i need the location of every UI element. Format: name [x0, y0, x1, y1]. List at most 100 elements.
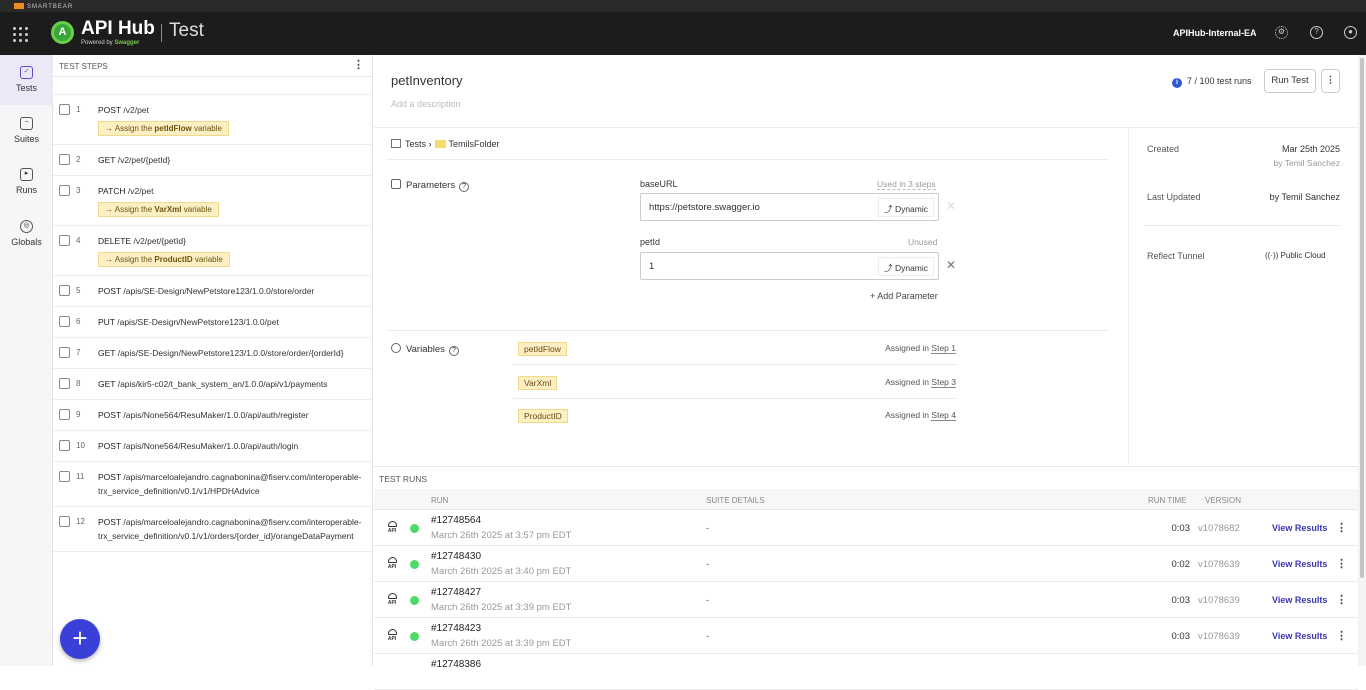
run-menu-kebab-icon[interactable]: ⋮: [1336, 558, 1347, 570]
variable-chip[interactable]: petIdFlow: [518, 342, 567, 356]
nav-suites[interactable]: ~ Suites: [13, 117, 39, 144]
view-results-link[interactable]: View Results: [1272, 631, 1328, 641]
run-id[interactable]: #12748427: [431, 587, 482, 598]
step-link[interactable]: Step 3: [931, 376, 956, 388]
add-parameter-button[interactable]: + Add Parameter: [870, 291, 938, 301]
run-version: v1078639: [1198, 631, 1240, 642]
breadcrumb-folder[interactable]: TemilsFolder: [448, 139, 500, 149]
powered-by: Powered by Swagger: [81, 40, 140, 46]
test-steps-panel: TEST STEPS ⋮ 1 POST /v2/pet → Assign the pe…: [53, 55, 373, 666]
view-results-link[interactable]: View Results: [1272, 559, 1328, 569]
test-step[interactable]: 1 POST /v2/pet → Assign the petIdFlow vari…: [53, 95, 372, 145]
settings-gear-icon[interactable]: ⚙: [1275, 26, 1288, 39]
test-step[interactable]: 2 GET /v2/pet/{petId}: [53, 145, 372, 176]
test-step[interactable]: 6 PUT /apis/SE-Design/NewPetstore123/1.0.…: [53, 307, 372, 338]
test-step[interactable]: 11 POST /apis/marceloalejandro.cagnabonin…: [53, 462, 372, 507]
run-time: 0:03: [1171, 523, 1191, 534]
help-icon[interactable]: ?: [1310, 26, 1323, 39]
brand-name[interactable]: API Hub: [81, 18, 155, 39]
nav-tests[interactable]: ✓ Tests: [0, 55, 53, 105]
org-switcher[interactable]: APIHub-Internal-EA: [1173, 28, 1257, 38]
petid-input[interactable]: 1 ⤴ Dynamic: [640, 252, 939, 280]
assign-variable-chip[interactable]: → Assign the ProductID variable: [98, 252, 230, 267]
step-checkbox[interactable]: [59, 378, 70, 389]
test-run-row[interactable]: API #12748564 March 26th 2025 at 3:57 pm …: [374, 510, 1358, 546]
run-id[interactable]: #12748423: [431, 623, 482, 634]
updated-by: by Temil Sanchez: [1269, 192, 1340, 202]
step-path: /v2/pet: [123, 105, 149, 115]
tests-icon: [391, 139, 401, 148]
dynamic-toggle[interactable]: ⤴ Dynamic: [878, 257, 934, 276]
tunnel-select[interactable]: ((·)) Public Cloud: [1265, 251, 1326, 260]
help-icon[interactable]: ?: [448, 346, 459, 356]
test-title[interactable]: petInventory: [391, 73, 463, 88]
test-step[interactable]: 5 POST /apis/SE-Design/NewPetstore123/1.0…: [53, 276, 372, 307]
dynamic-toggle[interactable]: ⤴ Dynamic: [878, 198, 934, 217]
step-checkbox[interactable]: [59, 285, 70, 296]
test-step[interactable]: 8 GET /apis/kir5-c02/t_bank_system_an/1.0…: [53, 369, 372, 400]
app-switcher-icon[interactable]: [13, 27, 28, 42]
breadcrumb-tests[interactable]: Tests: [405, 139, 427, 149]
assign-variable-chip[interactable]: → Assign the VarXml variable: [98, 202, 219, 217]
add-step-button[interactable]: +: [60, 619, 100, 659]
run-menu-kebab-icon[interactable]: ⋮: [1336, 630, 1347, 642]
test-step[interactable]: 12 POST /apis/marceloalejandro.cagnabonin…: [53, 507, 372, 552]
run-test-button[interactable]: Run Test: [1264, 69, 1316, 93]
step-link[interactable]: Step 4: [931, 410, 956, 421]
remove-param-icon[interactable]: ✕: [946, 199, 957, 213]
more-options-kebab-icon[interactable]: ⋮: [1321, 69, 1340, 93]
steps-menu-kebab-icon[interactable]: ⋮: [353, 59, 364, 71]
suites-icon: ~: [20, 117, 33, 130]
test-run-row[interactable]: API #12748430 March 26th 2025 at 3:40 pm …: [374, 546, 1358, 582]
step-checkbox[interactable]: [59, 440, 70, 451]
step-checkbox[interactable]: [59, 516, 70, 527]
variable-chip[interactable]: VarXml: [518, 375, 558, 390]
run-id[interactable]: #12748386: [431, 659, 482, 670]
created-label: Created: [1147, 144, 1180, 154]
api-hub-logo-icon: A: [51, 21, 74, 44]
test-run-row[interactable]: #12748386: [374, 654, 1358, 690]
smartbear-strip: SMARTBEAR: [0, 0, 1366, 12]
remove-param-icon[interactable]: ✕: [946, 258, 957, 272]
step-path: /apis/marceloalejandro.cagnabonina@fiser…: [98, 517, 362, 541]
test-run-row[interactable]: API #12748423 March 26th 2025 at 3:39 pm …: [374, 618, 1358, 654]
variable-chip[interactable]: ProductID: [518, 409, 568, 423]
run-menu-kebab-icon[interactable]: ⋮: [1336, 522, 1347, 534]
api-cloud-icon: API: [386, 629, 398, 642]
view-results-link[interactable]: View Results: [1272, 595, 1328, 605]
run-menu-kebab-icon[interactable]: ⋮: [1336, 594, 1347, 606]
user-avatar-icon[interactable]: ●: [1344, 26, 1357, 39]
baseurl-input[interactable]: https://petstore.swagger.io ⤴ Dynamic: [640, 193, 939, 221]
folder-icon: [434, 140, 446, 148]
step-checkbox[interactable]: [59, 471, 70, 482]
description-input[interactable]: Add a description: [391, 99, 461, 109]
test-step[interactable]: 3 PATCH /v2/pet → Assign the VarXml variab…: [53, 176, 372, 226]
page-scrollbar[interactable]: [1358, 55, 1366, 666]
step-checkbox[interactable]: [59, 235, 70, 246]
step-path: /apis/kir5-c02/t_bank_system_an/1.0.0/ap…: [117, 379, 328, 389]
step-link[interactable]: Step 1: [931, 343, 956, 354]
divider: [161, 24, 162, 42]
step-checkbox[interactable]: [59, 347, 70, 358]
param-usage[interactable]: Used in 3 steps: [877, 179, 936, 190]
nav-runs[interactable]: ▸ Runs: [15, 168, 37, 195]
run-id[interactable]: #12748430: [431, 551, 482, 562]
help-icon[interactable]: ?: [459, 182, 470, 192]
test-step[interactable]: 4 DELETE /v2/pet/{petId} → Assign the Prod…: [53, 226, 372, 276]
assign-variable-chip[interactable]: → Assign the petIdFlow variable: [98, 121, 229, 136]
nav-globals[interactable]: ◎ Globals: [11, 220, 42, 247]
test-runs-panel: TEST RUNS RUN SUITE DETAILS RUN TIME VER…: [374, 466, 1358, 690]
test-run-row[interactable]: API #12748427 March 26th 2025 at 3:39 pm …: [374, 582, 1358, 618]
step-checkbox[interactable]: [59, 409, 70, 420]
step-checkbox[interactable]: [59, 185, 70, 196]
test-step[interactable]: 10 POST /apis/None564/ResuMaker/1.0.0/api…: [53, 431, 372, 462]
run-id[interactable]: #12748564: [431, 515, 482, 526]
step-checkbox[interactable]: [59, 316, 70, 327]
variable-assigned: Assigned in Step 3: [885, 376, 956, 388]
step-checkbox[interactable]: [59, 104, 70, 115]
test-step[interactable]: 9 POST /apis/None564/ResuMaker/1.0.0/api/…: [53, 400, 372, 431]
view-results-link[interactable]: View Results: [1272, 523, 1328, 533]
parameters-heading: Parameters?: [391, 179, 470, 192]
step-checkbox[interactable]: [59, 154, 70, 165]
test-step[interactable]: 7 GET /apis/SE-Design/NewPetstore123/1.0.…: [53, 338, 372, 369]
